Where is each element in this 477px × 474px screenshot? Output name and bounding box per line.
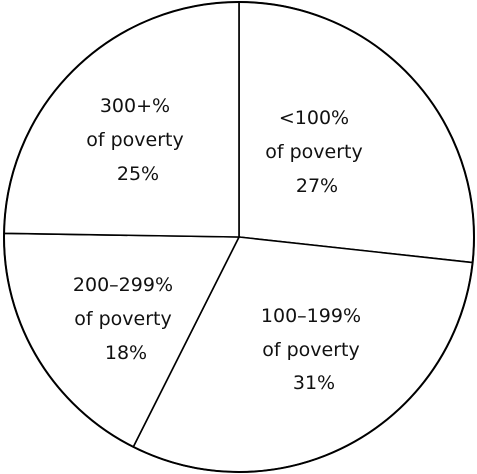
slice-label-300-plus-value: 25%: [117, 163, 159, 185]
slice-label-200-299: 200–299% of poverty 18%: [73, 274, 179, 364]
slice-label-under-100-sub: of poverty: [265, 141, 362, 163]
slice-under-100: [238, 1, 475, 264]
slice-label-100-199-value: 31%: [293, 372, 335, 394]
slice-label-300-plus-name: 300+%: [100, 95, 170, 117]
slice-label-200-299-sub: of poverty: [74, 308, 171, 330]
pie-outline: [3, 1, 475, 473]
slice-label-100-199: 100–199% of poverty 31%: [261, 305, 367, 394]
slice-label-under-100-name: <100%: [279, 107, 349, 129]
slice-label-100-199-name: 100–199%: [261, 305, 361, 327]
slice-label-under-100: <100% of poverty 27%: [265, 107, 369, 197]
slice-label-200-299-name: 200–299%: [73, 274, 173, 296]
slice-300-plus: [3, 1, 240, 238]
slice-label-300-plus: 300+% of poverty 25%: [86, 95, 190, 185]
slice-label-300-plus-sub: of poverty: [86, 129, 183, 151]
slice-label-under-100-value: 27%: [296, 175, 338, 197]
pie-slices: [3, 1, 475, 473]
slice-label-200-299-value: 18%: [105, 342, 147, 364]
slice-label-100-199-sub: of poverty: [262, 339, 359, 361]
